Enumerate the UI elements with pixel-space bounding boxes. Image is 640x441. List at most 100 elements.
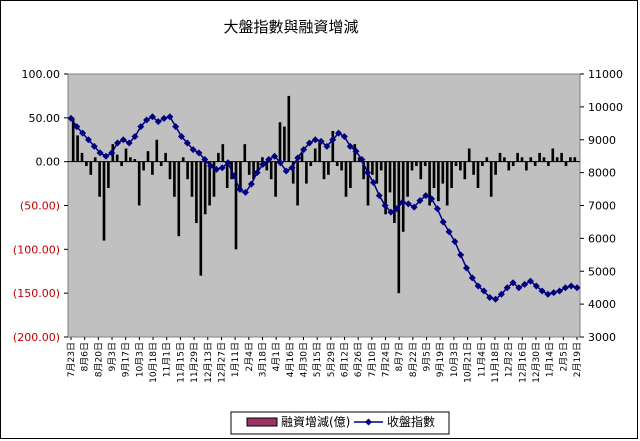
x-tick-label: 5月15日 bbox=[312, 342, 323, 377]
index-marker bbox=[399, 198, 407, 206]
legend-swatch-margin bbox=[246, 417, 278, 427]
margin-bar bbox=[120, 161, 123, 167]
x-tick-label: 9月19日 bbox=[435, 342, 446, 377]
margin-bar bbox=[432, 161, 436, 188]
margin-bar bbox=[181, 157, 185, 162]
index-marker bbox=[271, 152, 279, 160]
margin-bar bbox=[379, 161, 383, 171]
margin-bar bbox=[283, 126, 286, 162]
legend-box bbox=[230, 411, 450, 435]
x-tick-label: 8月7日 bbox=[394, 342, 405, 371]
index-marker bbox=[143, 116, 151, 124]
margin-bar bbox=[560, 152, 563, 162]
margin-bar bbox=[428, 161, 431, 206]
index-marker bbox=[428, 195, 436, 203]
x-tick-label: 8月20日 bbox=[93, 342, 104, 377]
x-tick-label: 12月30日 bbox=[531, 342, 542, 383]
margin-bar bbox=[177, 161, 181, 237]
index-marker bbox=[178, 132, 186, 140]
margin-bar bbox=[133, 159, 137, 162]
index-marker bbox=[294, 154, 302, 162]
margin-bar bbox=[485, 157, 489, 162]
margin-bar bbox=[261, 157, 264, 162]
index-marker bbox=[195, 149, 203, 157]
index-marker bbox=[486, 294, 494, 302]
index-line bbox=[70, 115, 578, 301]
margin-bar bbox=[217, 152, 220, 162]
margin-bar bbox=[195, 161, 198, 224]
x-tick-label: 5月29日 bbox=[326, 342, 337, 377]
index-marker bbox=[218, 164, 226, 172]
x-tick-label: 1月14日 bbox=[545, 342, 556, 377]
x-tick-label: 11月1日 bbox=[162, 342, 173, 377]
x-tick-label: 9月3日 bbox=[107, 342, 118, 371]
x-tick-label: 7月23日 bbox=[66, 342, 77, 377]
margin-bar bbox=[410, 161, 414, 171]
margin-bar bbox=[542, 157, 546, 162]
index-marker bbox=[416, 197, 424, 205]
margin-bar bbox=[287, 95, 291, 162]
index-marker bbox=[503, 284, 511, 292]
margin-bar bbox=[371, 161, 374, 175]
y-right-tick-label: 9000 bbox=[588, 134, 616, 147]
margin-bar bbox=[296, 161, 299, 206]
index-marker bbox=[108, 149, 116, 157]
index-marker bbox=[340, 132, 348, 140]
x-tick-label: 10月3日 bbox=[449, 342, 460, 377]
y-right-tick-label: 6000 bbox=[588, 232, 616, 245]
x-tick-label: 8月22日 bbox=[408, 342, 419, 377]
index-marker bbox=[369, 178, 377, 186]
index-marker bbox=[567, 282, 575, 290]
index-marker bbox=[96, 149, 104, 157]
margin-bar bbox=[80, 152, 84, 162]
index-marker bbox=[236, 185, 244, 193]
index-marker bbox=[230, 172, 238, 180]
index-marker bbox=[212, 165, 220, 173]
margin-bar bbox=[459, 161, 462, 171]
margin-bar bbox=[155, 139, 159, 162]
margin-bar bbox=[388, 161, 392, 193]
y-right-tick-label: 3000 bbox=[588, 331, 616, 344]
x-tick-label: 2月5日 bbox=[558, 342, 569, 371]
index-marker bbox=[189, 146, 197, 154]
margin-bar bbox=[533, 161, 537, 167]
y-right-tick-label: 7000 bbox=[588, 200, 616, 213]
legend-marker-index bbox=[365, 418, 372, 426]
margin-bar bbox=[173, 161, 176, 197]
margin-bar bbox=[511, 161, 515, 167]
index-marker bbox=[526, 277, 534, 285]
margin-bar bbox=[318, 139, 321, 162]
margin-bar bbox=[366, 161, 370, 206]
margin-bar bbox=[93, 157, 97, 162]
index-marker bbox=[375, 192, 383, 200]
index-marker bbox=[329, 136, 337, 144]
margin-bar bbox=[476, 161, 480, 188]
y-left-tick-label: (50.00) bbox=[20, 200, 60, 213]
margin-bar bbox=[71, 117, 75, 162]
margin-bar bbox=[164, 152, 167, 162]
margin-bar bbox=[247, 161, 251, 175]
index-marker bbox=[433, 205, 441, 213]
index-marker bbox=[79, 129, 87, 137]
index-marker bbox=[364, 169, 372, 177]
margin-bar bbox=[190, 161, 194, 197]
margin-bar bbox=[344, 161, 348, 197]
margin-bar bbox=[551, 148, 555, 162]
margin-bar bbox=[472, 161, 475, 175]
margin-bar bbox=[107, 161, 110, 188]
margin-bar bbox=[234, 161, 238, 250]
x-tick-label: 4月30日 bbox=[299, 342, 310, 377]
index-marker bbox=[323, 142, 331, 150]
index-marker bbox=[480, 287, 488, 295]
plot-area bbox=[67, 73, 581, 338]
index-marker bbox=[474, 282, 482, 290]
margin-bar bbox=[265, 161, 269, 171]
margin-bar bbox=[89, 161, 93, 175]
index-marker bbox=[422, 192, 430, 200]
index-marker bbox=[288, 164, 296, 172]
x-tick-label: 4月1日 bbox=[271, 342, 282, 371]
margin-bar bbox=[503, 157, 506, 162]
y-right-tick-label: 8000 bbox=[588, 167, 616, 180]
index-marker bbox=[538, 287, 546, 295]
